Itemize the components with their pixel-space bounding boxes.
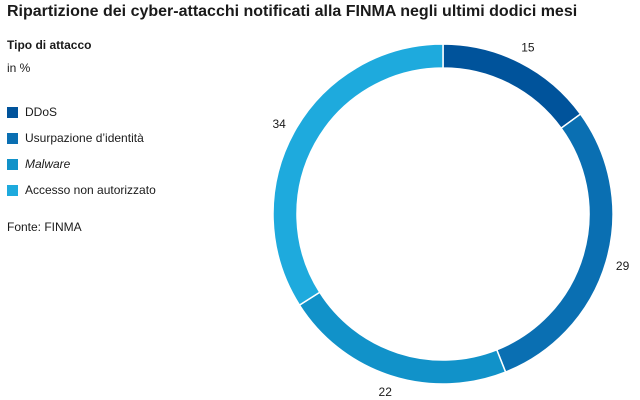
chart-title: Ripartizione dei cyber-attacchi notifica… <box>7 3 578 20</box>
legend-swatch-unauthorized-access <box>7 184 18 196</box>
legend-label-unauthorized-access: Accesso non autorizzato <box>25 183 156 197</box>
chart-legend: DDoS Usurpazione d’identità Malware Acce… <box>7 104 156 208</box>
data-label-ddos: 15 <box>521 40 535 54</box>
legend-item-malware: Malware <box>7 156 156 172</box>
legend-item-unauthorized-access: Accesso non autorizzato <box>7 182 156 198</box>
donut-slice-malware <box>298 291 507 385</box>
legend-label-identity-theft: Usurpazione d’identità <box>25 131 144 145</box>
legend-swatch-malware <box>7 158 18 170</box>
chart-unit: in % <box>7 61 31 75</box>
donut-slice-ddos <box>442 43 582 130</box>
chart-source: Fonte: FINMA <box>7 220 82 234</box>
data-label-malware: 22 <box>379 385 393 399</box>
legend-item-ddos: DDoS <box>7 104 156 120</box>
donut-slice-identity-theft <box>495 113 614 374</box>
legend-swatch-ddos <box>7 106 18 118</box>
legend-label-ddos: DDoS <box>25 105 58 119</box>
data-label-unauthorized-access: 34 <box>272 117 286 131</box>
legend-swatch-identity-theft <box>7 132 18 144</box>
data-label-identity-theft: 29 <box>616 259 630 273</box>
legend-label-malware: Malware <box>25 157 71 171</box>
legend-item-identity-theft: Usurpazione d’identità <box>7 130 156 146</box>
chart-subtitle: Tipo di attacco <box>7 38 92 52</box>
donut-slice-unauthorized-access <box>272 43 444 307</box>
